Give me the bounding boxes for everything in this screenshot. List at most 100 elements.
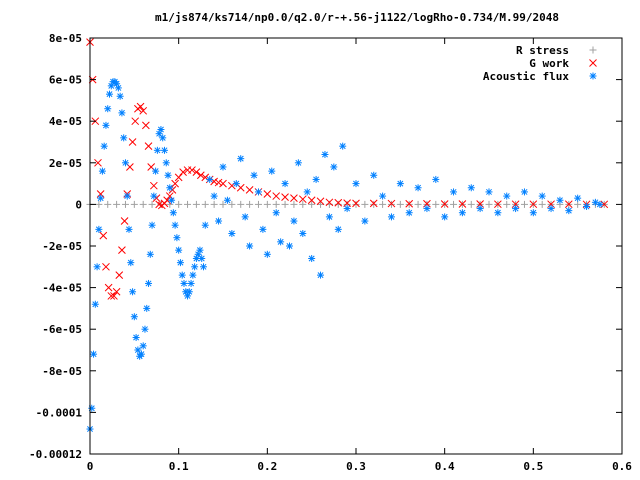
data-point <box>254 188 262 196</box>
data-point <box>294 159 302 167</box>
data-point <box>277 238 285 246</box>
data-point <box>290 200 298 208</box>
x-tick-label: 0.3 <box>346 460 366 473</box>
data-point <box>308 254 316 262</box>
data-point <box>237 155 245 163</box>
data-point <box>196 246 204 254</box>
data-point <box>317 271 325 279</box>
y-tick-label: -6e-05 <box>42 323 82 336</box>
data-point <box>441 213 449 221</box>
data-point <box>520 200 528 208</box>
data-point <box>254 200 262 208</box>
data-point <box>286 242 293 250</box>
data-point <box>192 200 200 208</box>
data-point <box>574 200 582 208</box>
data-point <box>299 230 307 238</box>
y-tick-label: -0.0001 <box>36 406 83 419</box>
y-tick-label: -2e-05 <box>42 240 82 253</box>
data-point <box>237 200 245 208</box>
data-point <box>538 192 546 200</box>
data-point <box>440 200 449 208</box>
data-point <box>130 200 138 208</box>
data-point <box>432 175 440 183</box>
data-point <box>159 134 167 142</box>
data-point <box>423 205 431 213</box>
data-point <box>219 163 227 171</box>
data-point <box>215 217 223 225</box>
data-point <box>352 199 360 208</box>
data-point <box>188 166 196 174</box>
data-point <box>169 209 177 217</box>
data-point <box>206 175 214 183</box>
data-point <box>352 200 360 208</box>
data-point <box>131 117 140 126</box>
data-point <box>317 200 325 208</box>
data-point <box>90 350 98 358</box>
data-point <box>210 200 218 208</box>
data-point <box>485 200 493 208</box>
data-point <box>121 200 129 208</box>
data-point <box>387 213 395 221</box>
data-point <box>387 199 396 208</box>
y-tick-label: 4e-05 <box>49 115 82 128</box>
data-point <box>503 192 511 200</box>
data-point <box>128 138 137 146</box>
data-point <box>146 250 154 258</box>
x-tick-label: 0.5 <box>523 460 543 473</box>
data-point <box>196 171 205 180</box>
data-point <box>110 292 118 300</box>
data-point <box>263 190 272 198</box>
data-point <box>115 271 124 279</box>
data-point <box>130 313 138 321</box>
data-point <box>467 200 475 208</box>
data-point <box>272 209 280 217</box>
data-point <box>343 199 351 208</box>
data-point <box>303 188 311 196</box>
data-point <box>145 279 153 287</box>
x-tick-label: 0.4 <box>435 460 455 473</box>
data-point <box>396 180 404 188</box>
data-point <box>104 283 113 292</box>
data-point <box>143 304 151 312</box>
data-point <box>259 225 267 233</box>
data-point <box>189 271 197 279</box>
data-point <box>246 242 254 250</box>
data-point <box>574 194 582 202</box>
y-tick-label: 8e-05 <box>49 32 82 45</box>
data-point <box>160 146 168 154</box>
data-point <box>175 200 183 208</box>
data-point <box>538 200 546 208</box>
data-point <box>370 200 378 208</box>
data-point <box>150 192 158 200</box>
data-point <box>102 121 110 129</box>
data-point <box>512 205 520 213</box>
data-point <box>180 279 188 287</box>
data-point <box>198 254 206 262</box>
data-point <box>99 231 108 240</box>
y-tick-label: -4e-05 <box>42 282 82 295</box>
data-point <box>199 263 207 271</box>
data-point <box>171 221 179 229</box>
data-point <box>100 142 108 150</box>
y-tick-label: -8e-05 <box>42 365 82 378</box>
x-tick-label: 0.6 <box>612 460 632 473</box>
data-point <box>334 225 342 233</box>
data-point <box>97 194 105 202</box>
data-point <box>458 200 467 208</box>
data-point <box>121 159 129 167</box>
data-point <box>596 200 604 208</box>
data-point <box>312 175 320 183</box>
legend-label: R stress <box>516 44 569 57</box>
data-point <box>228 230 236 238</box>
data-point <box>241 213 249 221</box>
data-point <box>494 209 502 217</box>
data-point <box>290 194 298 203</box>
data-point <box>95 225 103 233</box>
legend-label: Acoustic flux <box>483 70 569 83</box>
data-point <box>467 184 475 192</box>
data-point <box>184 200 192 208</box>
data-point <box>379 200 387 208</box>
data-point <box>94 158 102 167</box>
data-point <box>432 200 440 208</box>
